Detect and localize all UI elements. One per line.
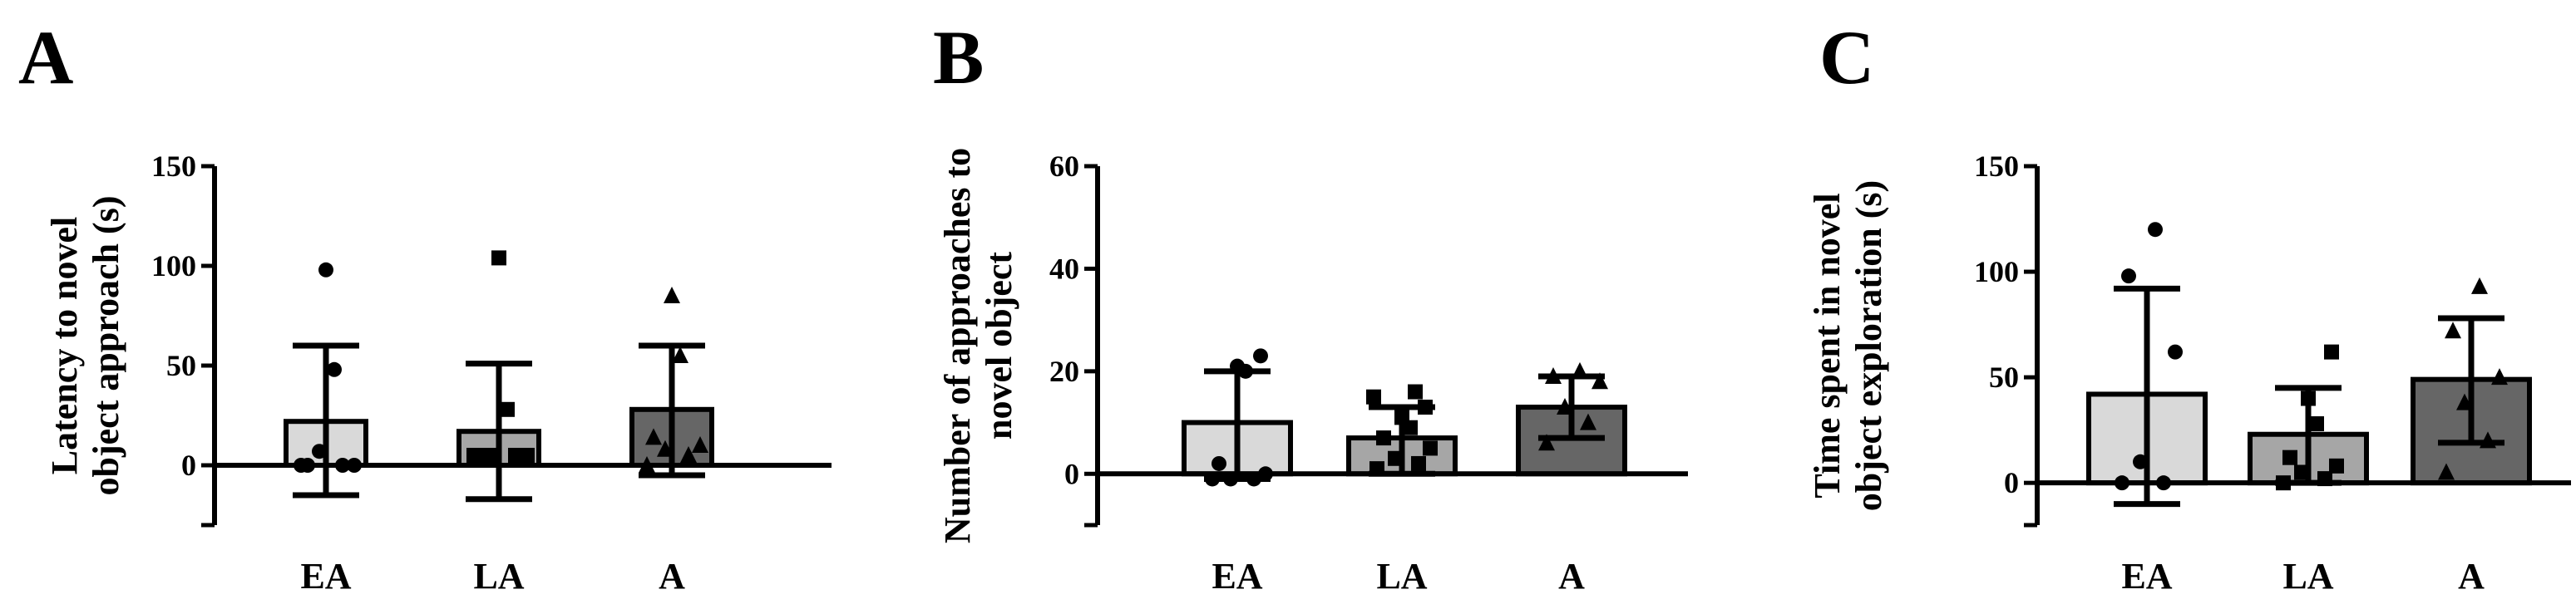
data-point — [1366, 389, 1381, 405]
panel-a: A Latency to novel object approach (s) 0 50 1… — [0, 0, 856, 614]
data-point — [500, 401, 515, 417]
data-point — [1212, 455, 1226, 471]
y-axis-label-line: Number of approaches to — [937, 148, 978, 543]
data-point — [1545, 367, 1562, 385]
data-point — [327, 361, 342, 377]
panel-letter: C — [1819, 15, 1874, 100]
data-point — [680, 446, 697, 463]
data-point — [1538, 434, 1555, 451]
data-point — [2301, 391, 2316, 406]
panel-b: B Number of approaches to novel object 0 20 4… — [856, 0, 1713, 614]
y-axis-label-line: Time spent in novel — [1807, 193, 1848, 498]
y-tick-label: 40 — [1049, 252, 1079, 285]
data-point — [1580, 413, 1596, 430]
data-point — [1376, 430, 1391, 446]
y-axis-label-line: novel object — [979, 252, 1019, 440]
data-point — [2480, 431, 2496, 449]
y-tick-label: 100 — [151, 249, 196, 282]
data-point — [1423, 440, 1438, 456]
panel-letter: A — [18, 15, 73, 100]
y-axis-label-line: object approach (s) — [86, 196, 126, 496]
data-point — [692, 436, 708, 453]
y-tick-label: 50 — [1989, 361, 2019, 394]
data-point — [1591, 372, 1608, 390]
y-tick-label: 0 — [181, 449, 196, 482]
y-axis-label-line: object exploration (s) — [1848, 180, 1889, 511]
data-point — [2121, 268, 2136, 284]
chart-b: B Number of approaches to novel object 0 20 4… — [933, 15, 1688, 597]
x-category-label: A — [2458, 556, 2485, 597]
data-point — [1411, 455, 1426, 471]
data-point — [2491, 368, 2508, 386]
data-point — [1572, 361, 1588, 379]
data-point — [2148, 222, 2163, 238]
x-category-label: EA — [300, 556, 351, 597]
data-point — [2456, 393, 2473, 410]
panel-c: C Time spent in novel object exploration (… — [1713, 0, 2576, 614]
panel-letter: B — [933, 15, 984, 100]
data-point — [1394, 410, 1409, 425]
data-point — [2168, 344, 2183, 360]
chart-a: A Latency to novel object approach (s) 0 50 1… — [18, 15, 832, 597]
chart-c: C Time spent in novel object exploration (… — [1807, 15, 2571, 597]
y-tick-label: 50 — [166, 349, 196, 382]
data-point — [1253, 348, 1268, 364]
y-tick-label: 20 — [1049, 355, 1079, 388]
data-point — [2324, 344, 2339, 360]
data-point — [491, 250, 506, 266]
x-category-label: A — [1558, 556, 1585, 597]
data-point — [485, 448, 500, 463]
x-category-label: LA — [1376, 556, 1427, 597]
data-point — [664, 287, 680, 303]
data-point — [2294, 464, 2309, 480]
y-tick-label: 0 — [1064, 457, 1079, 490]
x-category-label: EA — [2121, 556, 2172, 597]
data-point — [645, 428, 662, 445]
x-category-label: LA — [2282, 556, 2333, 597]
data-point — [1230, 358, 1245, 374]
data-point — [318, 262, 333, 278]
data-point — [2438, 463, 2455, 480]
data-point — [312, 444, 327, 459]
data-point — [1418, 400, 1433, 415]
y-tick-label: 60 — [1049, 150, 1079, 183]
y-axis-label: Latency to novel object approach (s) — [44, 196, 126, 496]
data-point — [1408, 384, 1423, 400]
data-point — [2471, 277, 2488, 294]
x-category-label: A — [659, 556, 685, 597]
y-tick-label: 150 — [1974, 150, 2019, 183]
data-point — [2445, 322, 2461, 339]
y-tick-label: 0 — [2004, 466, 2019, 499]
data-point — [672, 346, 688, 363]
data-point — [508, 448, 523, 463]
y-axis-label: Number of approaches to novel object — [937, 148, 1019, 543]
data-point — [1557, 398, 1573, 415]
x-category-label: EA — [1212, 556, 1262, 597]
data-point — [473, 448, 488, 463]
data-point — [520, 448, 535, 463]
data-point — [2282, 449, 2297, 465]
y-tick-label: 150 — [151, 150, 196, 183]
data-point — [2329, 458, 2344, 474]
x-category-label: LA — [473, 556, 524, 597]
y-axis-label: Time spent in novel object exploration (s… — [1807, 180, 1889, 511]
data-point — [2309, 416, 2324, 432]
data-point — [1388, 450, 1403, 466]
data-point — [2133, 454, 2148, 469]
data-point — [657, 440, 674, 457]
y-axis-label-line: Latency to novel — [44, 217, 85, 474]
y-tick-label: 100 — [1974, 255, 2019, 288]
